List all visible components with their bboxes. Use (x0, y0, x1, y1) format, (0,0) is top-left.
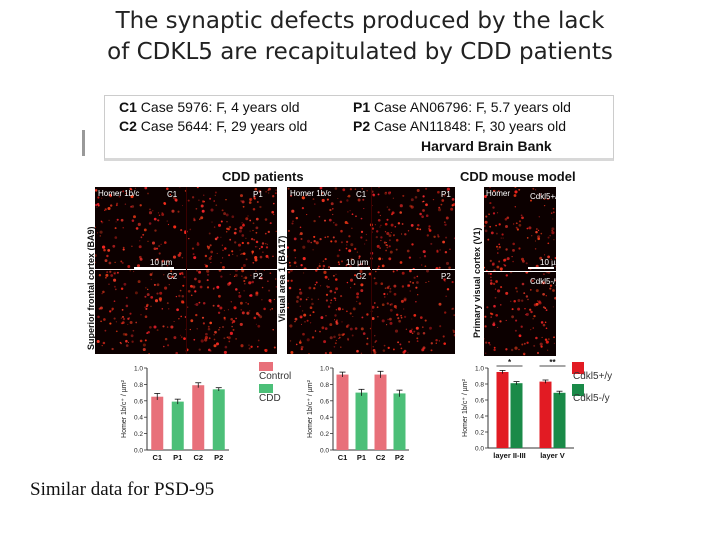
y-tick-label: 1.0 (320, 366, 329, 373)
bar (355, 392, 368, 450)
panel-label-p1: P1 (441, 190, 451, 199)
bar (496, 372, 509, 448)
legend-swatch-cdd (259, 384, 273, 393)
panel-divider (371, 187, 372, 354)
y-tick-label: 0.2 (475, 430, 484, 437)
scale-bar (330, 267, 370, 269)
case-c2: C2 Case 5644: F, 29 years old (119, 118, 308, 134)
x-tick-label: P1 (173, 453, 182, 462)
bar (539, 381, 552, 448)
panel-label-c1: C1 (167, 190, 178, 199)
y-tick-label: 0.0 (475, 446, 484, 453)
panel-label-p2: P2 (441, 272, 451, 281)
panel-label-c1: C1 (356, 190, 367, 199)
x-tick-label: C1 (338, 453, 348, 462)
bar (192, 385, 205, 450)
legend-swatch-control (259, 362, 273, 371)
panel-label-wt: Cdkl5+/y (530, 192, 562, 201)
bar (336, 374, 349, 450)
bar (374, 374, 387, 450)
scalebar-label: 10 µm (150, 258, 173, 267)
y-tick-label: 0.2 (134, 431, 143, 438)
y-tick-label: 0.0 (134, 448, 143, 455)
x-tick-label: C1 (152, 453, 162, 462)
header-cdd-mouse-model: CDD mouse model (460, 169, 576, 184)
header-cdd-patients: CDD patients (222, 169, 304, 184)
scale-bar (134, 267, 174, 269)
x-tick-label: P2 (395, 453, 404, 462)
case-p1: P1 Case AN06796: F, 5.7 years old (353, 99, 571, 115)
y-tick-label: 0.2 (320, 431, 329, 438)
y-tick-label: 0.8 (320, 382, 329, 389)
y-tick-label: 0.8 (475, 382, 484, 389)
slide-title: The synaptic defects produced by the lac… (90, 6, 630, 68)
y-tick-label: 0.8 (134, 382, 143, 389)
left-bar-decoration (82, 130, 85, 156)
legend-label-ko: Cdkl5-/y (573, 393, 610, 404)
panel-label-ko: Cdkl5-/y (530, 277, 560, 286)
y-tick-label: 0.6 (134, 398, 143, 405)
bar (553, 392, 566, 448)
caption: Similar data for PSD-95 (30, 479, 215, 500)
bar (212, 389, 225, 450)
scalebar-label: 10 µm (540, 258, 563, 267)
panel-label-c2: C2 (167, 272, 178, 281)
micrograph-v1-wt (484, 187, 556, 271)
scale-bar (528, 267, 554, 269)
panel-stain-label: Homer 1b/c (290, 189, 332, 198)
x-tick-label: P2 (214, 453, 223, 462)
y-tick-label: 0.6 (475, 398, 484, 405)
significance-mark: ** (549, 358, 556, 367)
title-line-2: of CDKL5 are recapitulated by CDD patien… (107, 39, 613, 65)
chart-v1: Homer 1b/c⁺ / µm² 0.0 0.2 0.4 0.6 0.8 1.0 layer… (462, 358, 574, 460)
chart-ba9: Homer 1b/c⁺ / µm² 0.0 0.2 0.4 0.6 0.8 1.0 C1 P1 C… (121, 366, 229, 462)
y-tick-label: 1.0 (475, 366, 484, 373)
y-tick-label: 0.4 (475, 414, 484, 421)
chart-ba17: Homer 1b/c⁺ / µm² 0.0 0.2 0.4 0.6 0.8 1.0 C1 P1 C… (307, 366, 409, 462)
panel-label-c2: C2 (356, 272, 367, 281)
significance-mark: * (508, 358, 512, 367)
x-tick-label: layer V (540, 451, 565, 460)
legend-label-control: Control (259, 371, 292, 382)
bar (393, 393, 406, 450)
scalebar-label: 10 µm (346, 258, 369, 267)
micrograph-v1-ko (484, 272, 556, 356)
y-tick-label: 0.4 (320, 415, 329, 422)
panel-divider (186, 187, 187, 354)
y-axis-label: Homer 1b/c⁺ / µm² (121, 379, 128, 438)
legend-label-cdd: CDD (259, 393, 281, 404)
region-label-v1: Primary visual cortex (V1) (472, 227, 482, 338)
case-info-box: C1 Case 5976: F, 4 years old C2 Case 564… (104, 95, 614, 161)
bar (510, 383, 523, 448)
y-axis-label: Homer 1b/c⁺ / µm² (307, 379, 314, 438)
bar (151, 396, 164, 450)
y-tick-label: 1.0 (134, 366, 143, 373)
panel-stain-label: Homer (486, 189, 511, 198)
x-tick-label: P1 (357, 453, 366, 462)
case-p2: P2 Case AN11848: F, 30 years old (353, 118, 566, 134)
title-line-1: The synaptic defects produced by the lac… (115, 8, 605, 34)
x-tick-label: C2 (193, 453, 203, 462)
panel-stain-label: Homer 1b/c (98, 189, 140, 198)
y-tick-label: 0.0 (320, 448, 329, 455)
bar (171, 401, 184, 450)
case-c1: C1 Case 5976: F, 4 years old (119, 99, 300, 115)
x-tick-label: C2 (376, 453, 386, 462)
panel-label-p1: P1 (253, 190, 263, 199)
legend-swatch-ko (572, 384, 584, 396)
region-label-ba17: Visual area 1 (BA17) (277, 235, 287, 322)
legend-swatch-wt (572, 362, 584, 374)
x-tick-label: layer II-III (493, 451, 526, 460)
panel-label-p2: P2 (253, 272, 263, 281)
brain-bank: Harvard Brain Bank (421, 138, 552, 154)
y-tick-label: 0.6 (320, 398, 329, 405)
y-tick-label: 0.4 (134, 415, 143, 422)
legend-label-wt: Cdkl5+/y (573, 371, 613, 382)
y-axis-label: Homer 1b/c⁺ / µm² (462, 378, 469, 437)
